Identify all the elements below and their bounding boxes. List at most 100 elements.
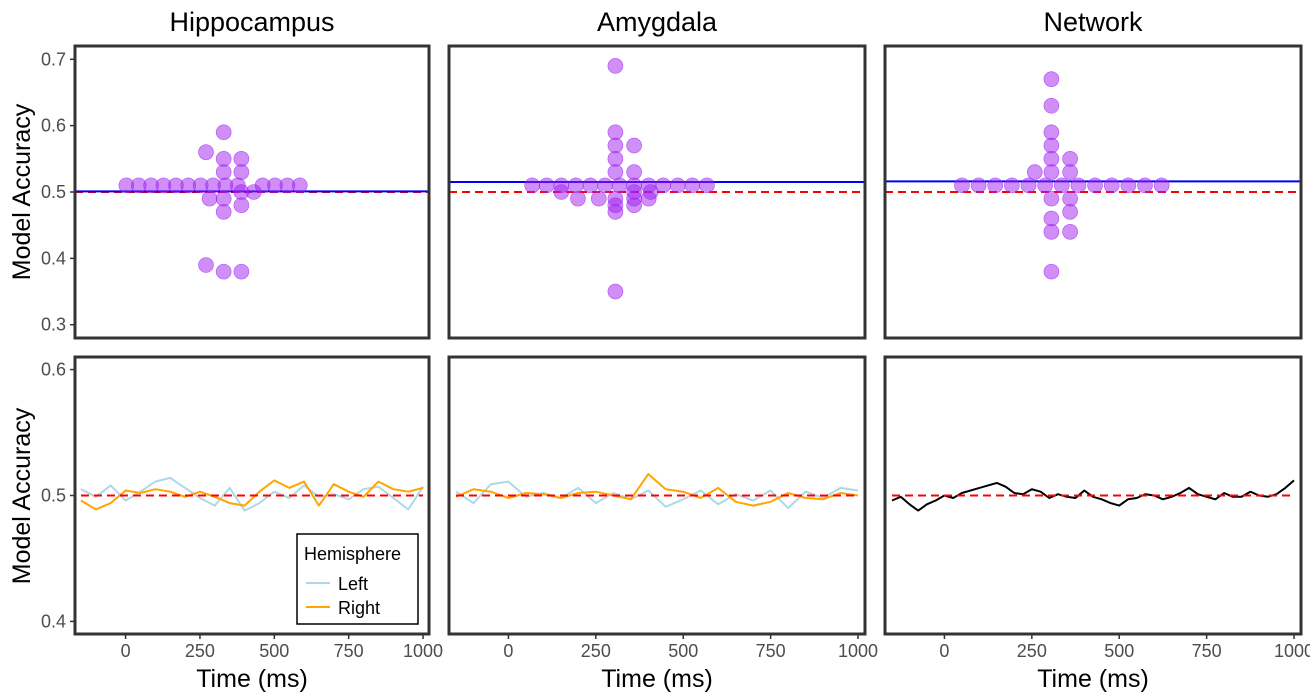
data-point [1103, 177, 1120, 194]
data-point [1004, 177, 1020, 194]
data-point [684, 177, 701, 194]
x-tick-label: 0 [503, 641, 513, 661]
panel-title: Amygdala [597, 7, 718, 37]
data-point [233, 164, 250, 180]
data-point [233, 151, 250, 167]
data-point [1043, 137, 1060, 154]
data-point [640, 190, 657, 207]
data-point [198, 257, 214, 273]
data-point [1153, 177, 1170, 194]
y-tick-label: 0.5 [41, 486, 66, 506]
y-tick-label: 0.6 [41, 116, 66, 136]
data-point [1043, 224, 1060, 240]
panel-top-right [883, 44, 1303, 340]
data-point [1062, 224, 1078, 240]
x-tick-label: 250 [1017, 641, 1047, 661]
data-point [1043, 190, 1060, 207]
legend-label-right: Right [338, 598, 380, 618]
data-point [291, 177, 308, 194]
panel-bottom-middle [447, 355, 867, 639]
data-point [233, 263, 250, 280]
data-point [215, 164, 232, 180]
x-tick-label: 750 [1192, 641, 1222, 661]
x-tick-label: 500 [1104, 641, 1134, 661]
legend-box [296, 533, 419, 625]
data-point [1026, 164, 1043, 180]
data-point [1043, 97, 1060, 114]
data-point [553, 184, 570, 200]
data-point [215, 263, 232, 280]
x-axis-label: Time (ms) [601, 665, 713, 693]
data-point [1070, 177, 1087, 194]
data-point [582, 177, 599, 194]
legend-title: Hemisphere [304, 544, 401, 564]
x-tick-label: 500 [668, 641, 698, 661]
data-point [233, 197, 250, 214]
data-point [607, 137, 624, 154]
x-tick-label: 750 [334, 641, 364, 661]
x-tick-label: 0 [939, 641, 949, 661]
data-point [198, 144, 214, 160]
series-line-right [455, 473, 859, 507]
y-tick-label: 0.7 [41, 49, 66, 69]
y-axis-label-bottom: Model Accuracy [8, 407, 36, 584]
legend: Hemisphere Left Right [296, 533, 419, 625]
data-point [626, 197, 642, 214]
data-point [1043, 151, 1060, 167]
x-tick-label: 500 [259, 641, 289, 661]
data-point [1043, 210, 1060, 227]
data-point [607, 204, 624, 220]
data-point [611, 177, 628, 194]
data-point [1062, 164, 1078, 180]
data-point [201, 190, 218, 207]
data-point [1020, 177, 1037, 194]
data-point [1043, 263, 1060, 280]
data-point [597, 177, 613, 194]
y-tick-label: 0.5 [41, 182, 66, 202]
y-tick-label: 0.4 [41, 248, 66, 268]
series-line-right [80, 479, 424, 511]
panel-top-middle [447, 44, 867, 340]
data-point [607, 58, 624, 74]
data-point [1062, 190, 1078, 207]
panel-title: Hippocampus [169, 7, 334, 37]
panel-bottom-right [883, 355, 1303, 639]
data-point [626, 137, 642, 154]
data-point [215, 190, 232, 207]
panel-title: Network [1043, 7, 1143, 37]
y-tick-label: 0.6 [41, 360, 66, 380]
data-point [607, 283, 624, 300]
data-point [669, 177, 686, 194]
data-point [1043, 164, 1060, 180]
data-point [1120, 177, 1137, 194]
data-point [570, 190, 586, 207]
x-tick-label: 250 [185, 641, 215, 661]
data-point [568, 177, 584, 194]
data-point [215, 204, 232, 220]
data-point [1062, 204, 1078, 220]
data-point [626, 164, 642, 180]
x-tick-label: 250 [581, 641, 611, 661]
data-point [1043, 124, 1060, 141]
x-tick-label: 0 [121, 641, 131, 661]
data-point [524, 177, 541, 194]
y-tick-label: 0.3 [41, 315, 66, 335]
x-axis-label: Time (ms) [1037, 665, 1149, 693]
data-point [970, 177, 987, 194]
data-point [1043, 71, 1060, 87]
data-point [954, 177, 970, 194]
data-point [607, 124, 624, 141]
panel-border [447, 355, 867, 636]
x-tick-label: 1000 [838, 641, 878, 661]
y-tick-label: 0.4 [41, 611, 66, 631]
x-tick-label: 1000 [403, 641, 443, 661]
data-point [215, 124, 232, 141]
data-point [1062, 151, 1078, 167]
data-point [607, 164, 624, 180]
data-point [538, 177, 555, 194]
panel-border [447, 44, 867, 340]
data-point [699, 177, 715, 194]
data-point [245, 184, 262, 200]
panel-top-left [70, 44, 431, 340]
